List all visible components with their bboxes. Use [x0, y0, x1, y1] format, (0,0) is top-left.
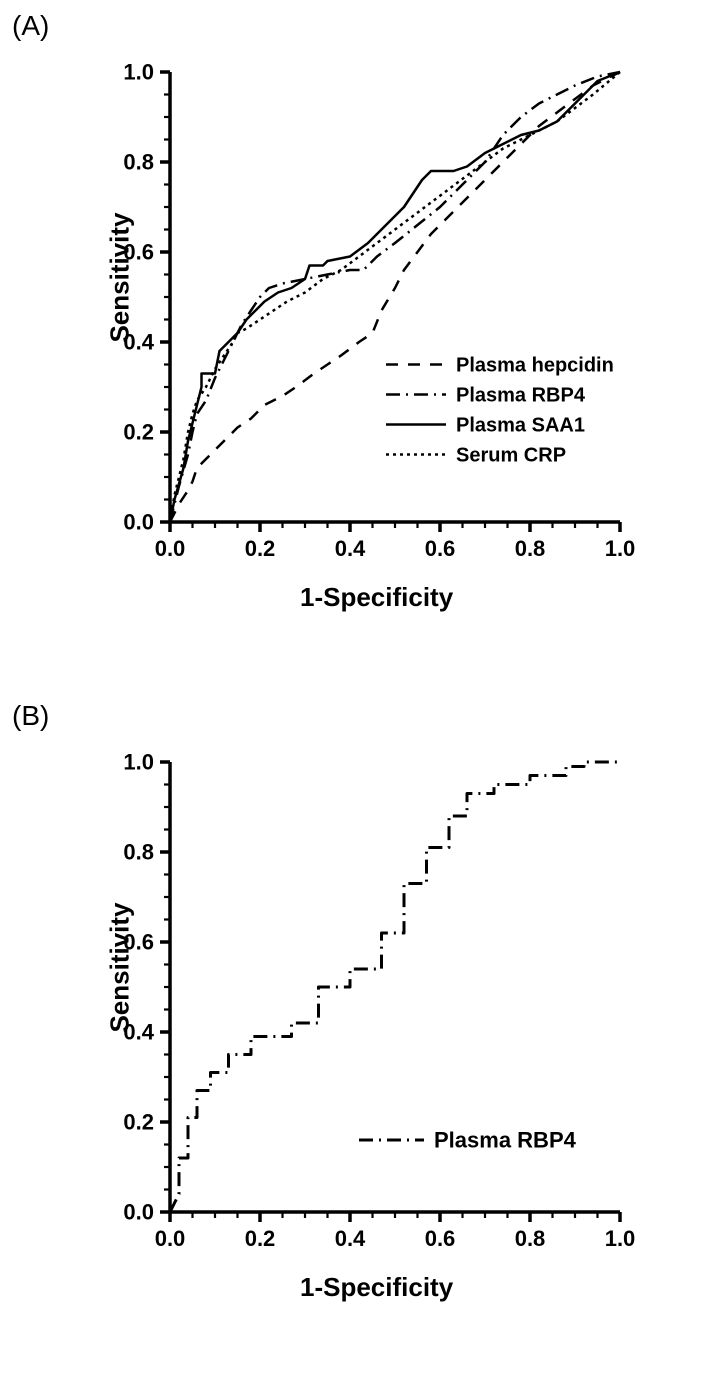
svg-text:0.0: 0.0 [155, 536, 186, 561]
svg-text:Serum CRP: Serum CRP [456, 445, 566, 467]
svg-text:Plasma RBP4: Plasma RBP4 [456, 385, 586, 407]
svg-text:0.8: 0.8 [123, 840, 154, 865]
svg-text:0.8: 0.8 [123, 150, 154, 175]
svg-text:1.0: 1.0 [605, 536, 636, 561]
ylabel-b: Sensitivity [105, 902, 136, 1032]
panel-a-label: (A) [12, 10, 49, 42]
svg-text:0.0: 0.0 [123, 1200, 154, 1225]
roc-chart-b: 0.00.20.40.60.81.00.00.20.40.60.81.0Plas… [110, 742, 650, 1302]
svg-text:0.2: 0.2 [123, 1110, 154, 1135]
svg-text:1.0: 1.0 [123, 60, 154, 85]
svg-text:0.6: 0.6 [425, 536, 456, 561]
xlabel-b: 1-Specificity [300, 1272, 453, 1303]
svg-text:0.2: 0.2 [245, 1226, 276, 1251]
chart-a-wrap: 0.00.20.40.60.81.00.00.20.40.60.81.0Plas… [110, 52, 712, 612]
svg-text:0.2: 0.2 [245, 536, 276, 561]
svg-text:Plasma hepcidin: Plasma hepcidin [456, 355, 614, 377]
svg-text:0.4: 0.4 [335, 536, 366, 561]
svg-text:0.0: 0.0 [123, 510, 154, 535]
panel-b-label: (B) [12, 700, 49, 732]
svg-text:Plasma RBP4: Plasma RBP4 [434, 1128, 577, 1153]
xlabel-a: 1-Specificity [300, 582, 453, 613]
panel-a: (A) 0.00.20.40.60.81.00.00.20.40.60.81.0… [0, 10, 712, 690]
svg-text:0.0: 0.0 [155, 1226, 186, 1251]
roc-chart-a: 0.00.20.40.60.81.00.00.20.40.60.81.0Plas… [110, 52, 650, 612]
chart-b-wrap: 0.00.20.40.60.81.00.00.20.40.60.81.0Plas… [110, 742, 712, 1302]
svg-text:1.0: 1.0 [605, 1226, 636, 1251]
svg-text:Plasma SAA1: Plasma SAA1 [456, 415, 585, 437]
svg-text:0.2: 0.2 [123, 420, 154, 445]
ylabel-a: Sensitivity [105, 212, 136, 342]
svg-text:0.6: 0.6 [425, 1226, 456, 1251]
svg-text:0.8: 0.8 [515, 536, 546, 561]
svg-text:0.8: 0.8 [515, 1226, 546, 1251]
panel-b: (B) 0.00.20.40.60.81.00.00.20.40.60.81.0… [0, 700, 712, 1380]
svg-text:1.0: 1.0 [123, 750, 154, 775]
svg-text:0.4: 0.4 [335, 1226, 366, 1251]
